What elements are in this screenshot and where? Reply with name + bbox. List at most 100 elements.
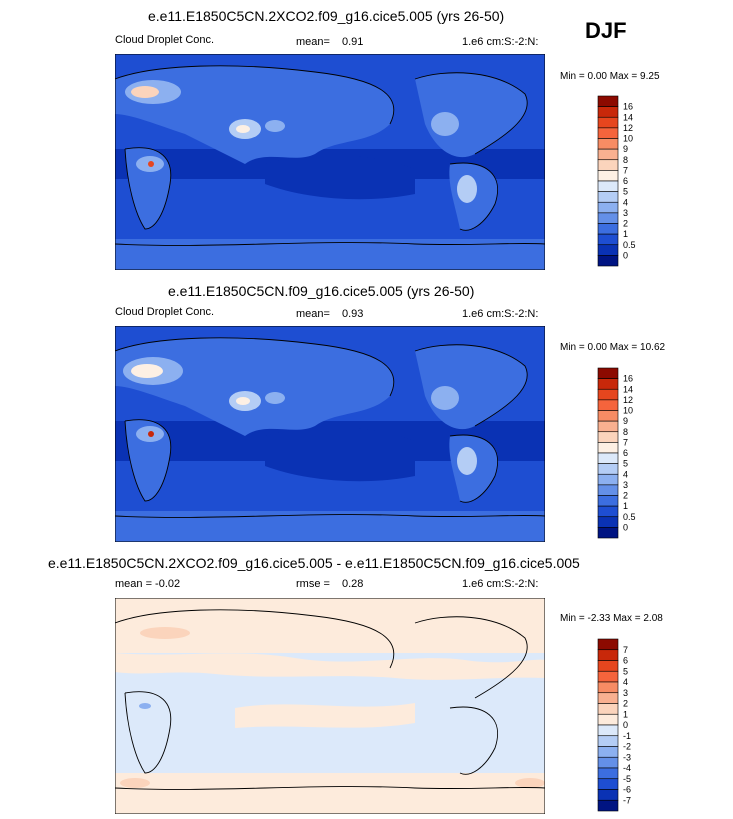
colorbar-box — [597, 191, 619, 203]
colorbar-tick-label: 7 — [623, 437, 628, 447]
colorbar-tick-label: 7 — [623, 645, 628, 655]
map-south-band — [115, 239, 545, 270]
colorbar-box — [597, 148, 619, 161]
colorbar-box — [597, 724, 619, 737]
colorbar-tick-label: -7 — [623, 795, 631, 805]
panel-3-rmse-label: rmse = — [296, 578, 330, 590]
panel-1-mean-value: 0.91 — [342, 36, 364, 48]
colorbar-tick-label: -1 — [623, 731, 631, 741]
colorbar-tick-label: -2 — [623, 742, 631, 752]
colorbar-box — [597, 789, 619, 801]
colorbar-box — [597, 463, 619, 475]
panel-1-units: 1.e6 cm:S:-2:N: — [462, 36, 539, 48]
colorbar-box — [597, 660, 619, 672]
panel-2-minmax: Min = 0.00 Max = 10.62 — [560, 342, 666, 353]
colorbar-tick-label: 16 — [623, 102, 633, 112]
colorbar-tick-label: 9 — [623, 416, 628, 426]
panel-1-map — [115, 54, 545, 270]
colorbar-tick-label: 5 — [623, 187, 628, 197]
colorbar-box — [597, 378, 619, 390]
map-coastline — [115, 65, 545, 246]
map-land-namerica — [415, 72, 528, 158]
map-low-region — [265, 154, 415, 200]
panel-2-variable-label: Cloud Droplet Conc. — [115, 306, 215, 318]
colorbar-tick-label: 0.5 — [623, 240, 636, 250]
colorbar-tick-label: -4 — [623, 763, 631, 773]
colorbar-tick-label: 7 — [623, 165, 628, 175]
colorbar-box — [597, 484, 619, 496]
colorbar-box — [597, 223, 619, 235]
colorbar-tick-label: 6 — [623, 656, 628, 666]
colorbar-tick-label: 4 — [623, 469, 628, 479]
colorbar-box — [597, 212, 619, 224]
colorbar-tick-label: 3 — [623, 480, 628, 490]
map-land-eurasia — [115, 65, 394, 164]
panel-3-minmax: Min = -2.33 Max = 2.08 — [560, 613, 663, 624]
colorbar-tick-label: -5 — [623, 774, 631, 784]
colorbar-box — [597, 452, 619, 464]
map-hotspot-china — [265, 120, 285, 132]
colorbar-box — [597, 527, 619, 539]
colorbar-box — [597, 649, 619, 661]
map-hotspot-europe-core — [131, 86, 159, 98]
colorbar-box — [597, 799, 619, 812]
colorbar-tick-label: 0.5 — [623, 512, 636, 522]
colorbar-box — [597, 399, 619, 411]
colorbar-tick-label: 1 — [623, 709, 628, 719]
colorbar-box — [597, 431, 619, 443]
colorbar-box — [597, 420, 619, 433]
colorbar-box — [597, 681, 619, 694]
colorbar-tick-label: 0 — [623, 522, 628, 532]
colorbar-box — [597, 692, 619, 704]
colorbar-box — [597, 116, 619, 129]
colorbar-tick-label: 10 — [623, 134, 633, 144]
panel-1-minmax: Min = 0.00 Max = 9.25 — [560, 71, 660, 82]
colorbar-tick-label: 0 — [623, 720, 628, 730]
colorbar-box — [597, 180, 619, 192]
colorbar-box — [597, 244, 619, 256]
colorbar-box — [597, 410, 619, 422]
colorbar-tick-label: 14 — [623, 384, 633, 394]
colorbar-box — [597, 746, 619, 758]
colorbar-box — [597, 638, 619, 651]
colorbar-box — [597, 670, 619, 683]
colorbar-tick-label: 1 — [623, 229, 628, 239]
colorbar-tick-label: 14 — [623, 112, 633, 122]
panel-3-title: e.e11.E1850C5CN.2XCO2.f09_g16.cice5.005 … — [48, 555, 580, 571]
colorbar-tick-label: 3 — [623, 208, 628, 218]
colorbar-tick-label: -6 — [623, 785, 631, 795]
map-hotspot-namerica — [431, 112, 459, 136]
colorbar-tick-label: 4 — [623, 197, 628, 207]
colorbar-tick-label: 5 — [623, 666, 628, 676]
colorbar-box — [597, 756, 619, 769]
colorbar-tick-label: 2 — [623, 699, 628, 709]
colorbar-tick-label: 12 — [623, 123, 633, 133]
colorbar-tick-label: 6 — [623, 176, 628, 186]
colorbar-tick-label: -3 — [623, 752, 631, 762]
map-hotspot-africa-core — [148, 161, 154, 167]
colorbar-box — [597, 95, 619, 107]
colorbar-box — [597, 170, 619, 182]
colorbar-tick-label: 8 — [623, 427, 628, 437]
colorbar-box — [597, 735, 619, 747]
panel-2-mean-value: 0.93 — [342, 308, 364, 320]
colorbar-box — [597, 388, 619, 401]
colorbar-box — [597, 201, 619, 214]
panel-2-map — [115, 326, 545, 542]
map-hotspot-asia-core — [236, 125, 250, 133]
panel-2-title: e.e11.E1850C5CN.f09_g16.cice5.005 (yrs 2… — [168, 283, 475, 299]
colorbar-tick-label: 10 — [623, 406, 633, 416]
panel-3-rmse-value: 0.28 — [342, 578, 364, 590]
colorbar-tick-label: 3 — [623, 688, 628, 698]
colorbar-tick-label: 5 — [623, 459, 628, 469]
colorbar-tick-label: 1 — [623, 501, 628, 511]
colorbar-tick-label: 12 — [623, 395, 633, 405]
colorbar-tick-label: 8 — [623, 155, 628, 165]
panel-3-units: 1.e6 cm:S:-2:N: — [462, 578, 539, 590]
colorbar-box — [597, 767, 619, 780]
map-hotspot-samerica — [457, 175, 477, 203]
colorbar-box — [597, 713, 619, 726]
